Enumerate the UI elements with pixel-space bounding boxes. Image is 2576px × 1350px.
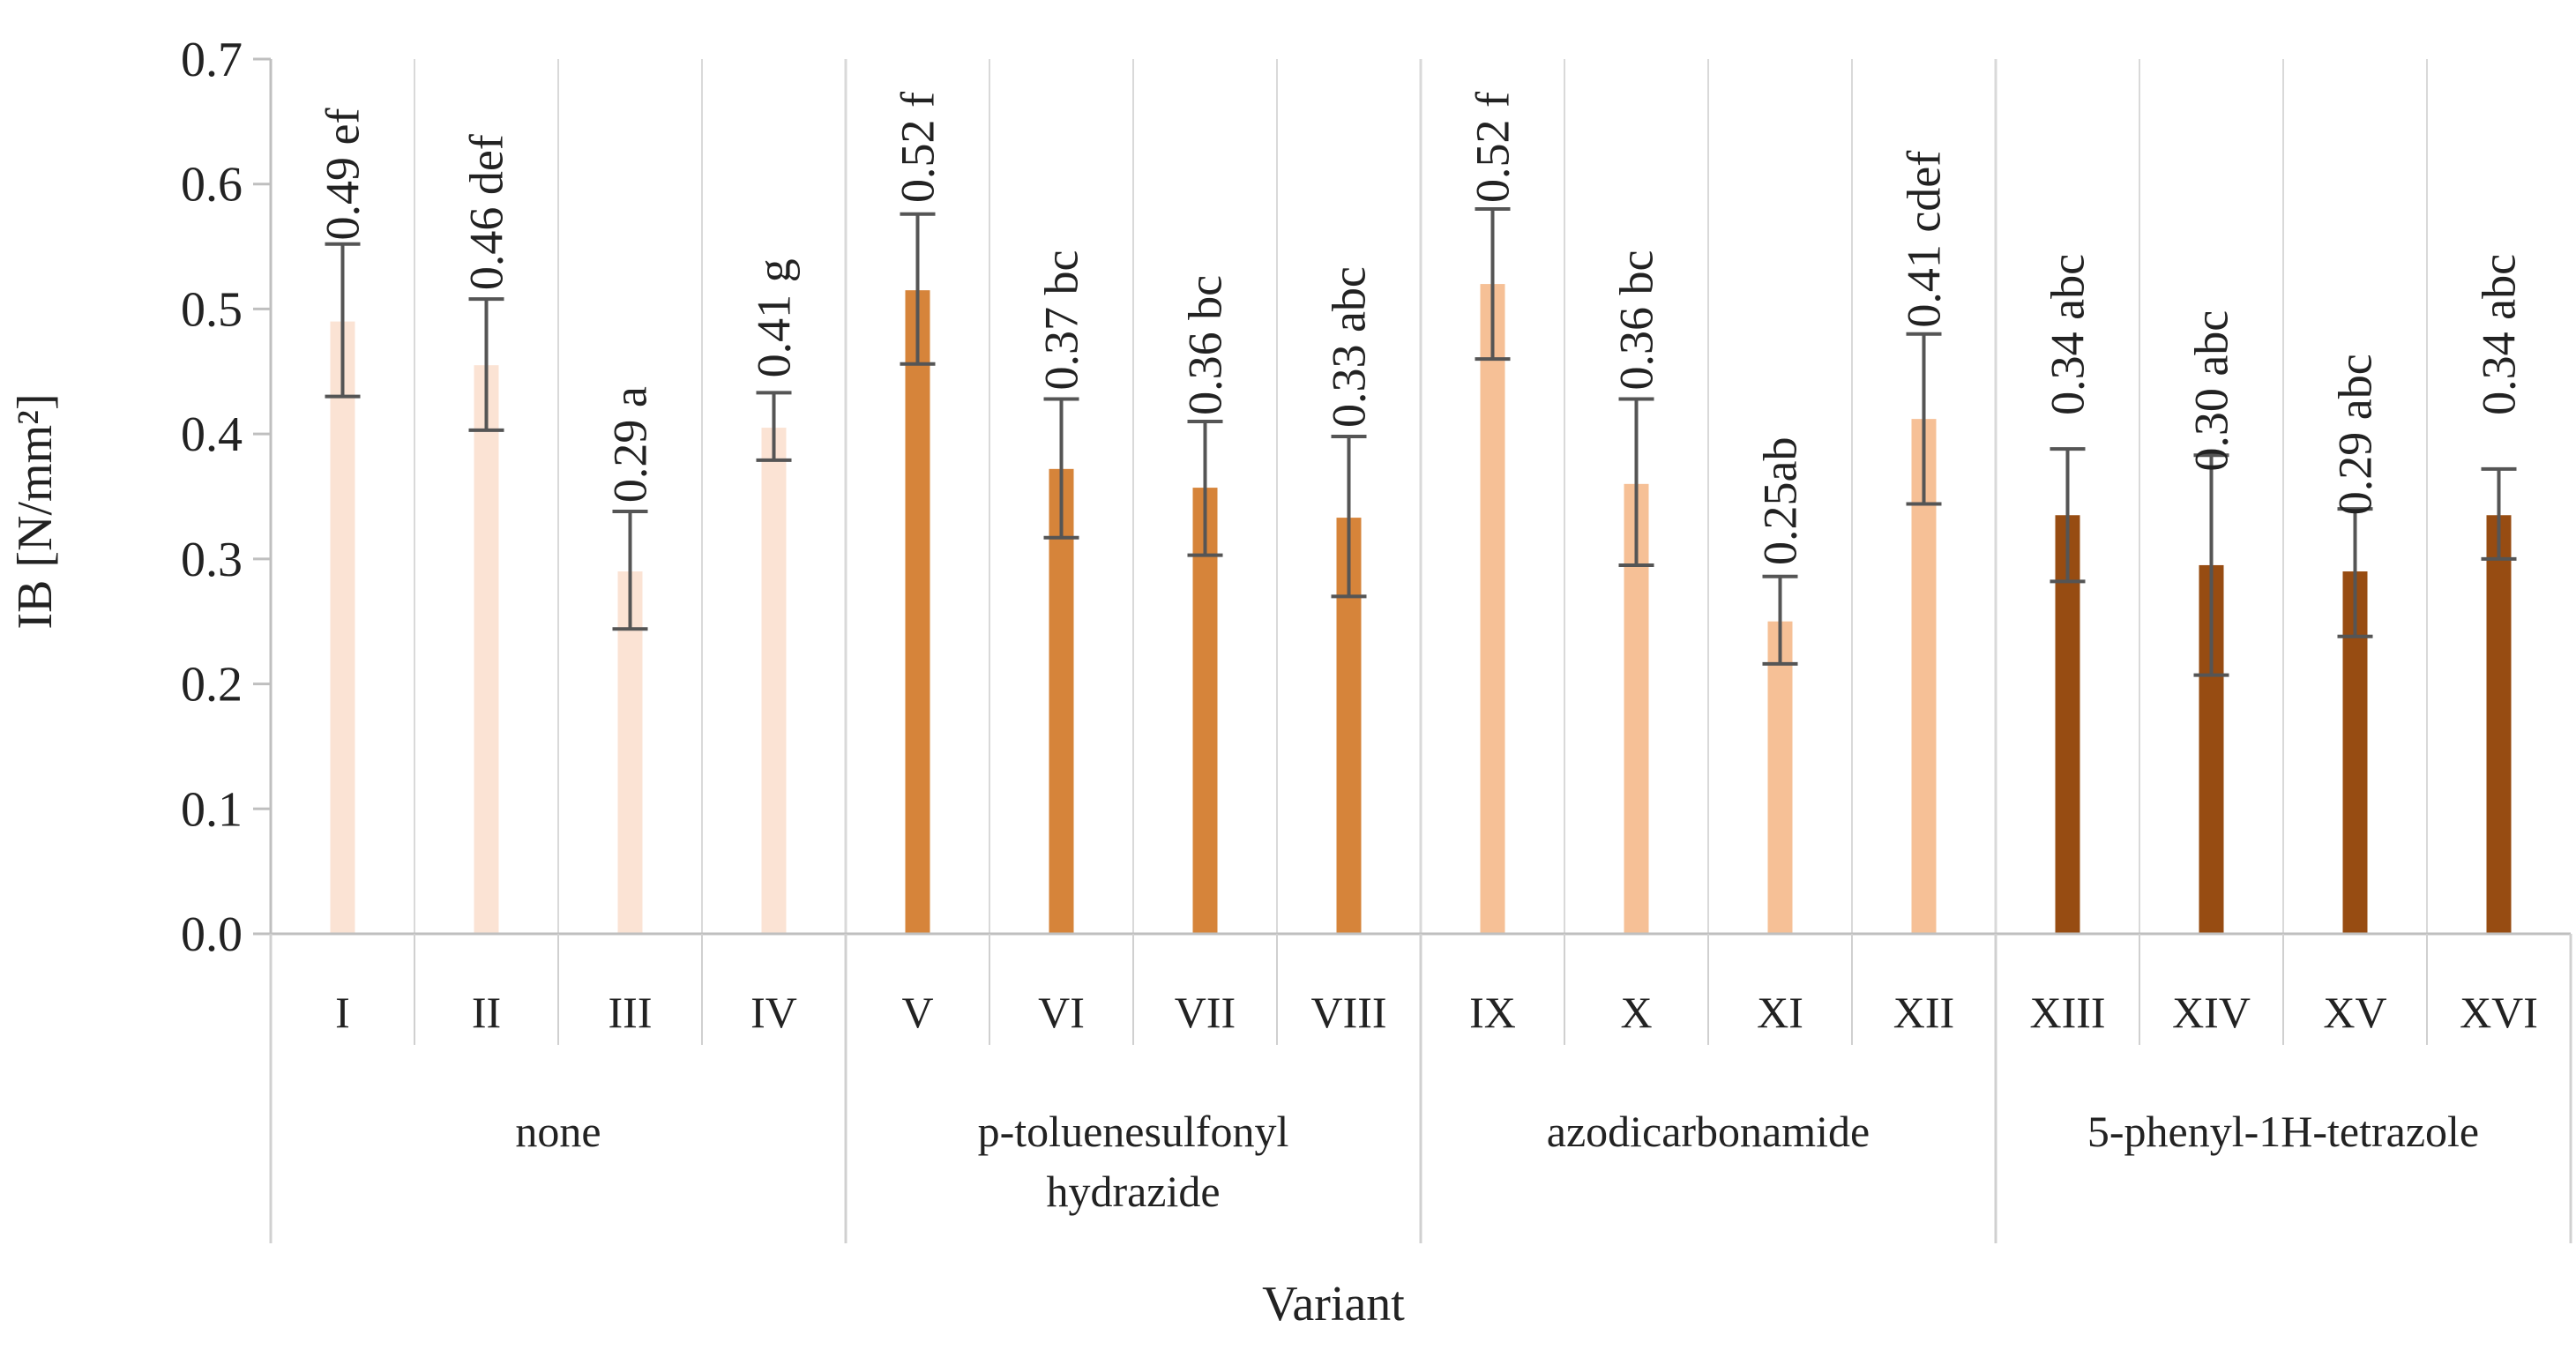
error-bar-XI (1762, 574, 1798, 666)
x-axis-title: Variant (1262, 1277, 1405, 1331)
data-label-V: 0.52 f (892, 92, 945, 203)
error-bar-XV (2337, 507, 2373, 638)
error-bar-VIII (1331, 434, 1367, 599)
error-bar-II (468, 297, 504, 432)
y-axis-title: IB [N/mm²] (8, 393, 63, 629)
group-label-line: p-toluenesulfonyl (978, 1107, 1289, 1156)
y-tick-label: 0.4 (181, 407, 243, 462)
grid-layer (414, 59, 2428, 934)
group-label-line: none (515, 1107, 601, 1156)
data-label-I: 0.49 ef (317, 108, 370, 241)
y-tick-label: 0.7 (181, 33, 243, 87)
error-bar-XII (1906, 332, 1942, 506)
data-label-XI: 0.25ab (1754, 436, 1807, 564)
y-tick-label: 0.3 (181, 533, 243, 587)
group-label-line: 5-phenyl-1H-tetrazole (2087, 1107, 2479, 1156)
bar-VII (1192, 488, 1218, 934)
y-tick-label: 0.5 (181, 282, 243, 337)
x-tick-label-VI: VI (1038, 988, 1085, 1037)
bar-XIII (2055, 515, 2080, 934)
y-tick-label: 0.6 (181, 158, 243, 213)
error-bar-XVI (2481, 466, 2517, 561)
y-tick-label: 0.0 (181, 907, 243, 962)
x-tick-label-XIV: XIV (2172, 988, 2251, 1037)
x-tick-label-II: II (472, 988, 501, 1037)
bar-V (905, 290, 930, 935)
data-label-VII: 0.36 bc (1179, 275, 1232, 415)
data-label-XIII: 0.34 abc (2042, 254, 2094, 415)
x-tick-label-XII: XII (1893, 988, 1954, 1037)
bar-IV (761, 428, 787, 934)
error-bar-IX (1475, 207, 1511, 362)
x-tick-label-I: I (335, 988, 350, 1037)
data-label-XIV: 0.30 abc (2185, 310, 2238, 472)
error-bar-III (612, 510, 648, 631)
error-bar-I (325, 242, 361, 399)
group-label-line: azodicarbonamide (1547, 1107, 1870, 1156)
data-label-XVI: 0.34 abc (2473, 254, 2526, 415)
data-label-IX: 0.52 f (1467, 92, 1519, 203)
error-bar-V (900, 212, 936, 366)
error-bars-layer (325, 207, 2517, 677)
data-label-III: 0.29 a (604, 386, 657, 503)
bar-XVI (2486, 515, 2512, 934)
error-bar-X (1618, 397, 1654, 567)
bar-II (474, 365, 499, 934)
axis-layer: 0.00.10.20.30.40.50.60.7I II III IV V VI VII VI… (181, 33, 2572, 1243)
bar-IX (1480, 284, 1505, 935)
x-tick-label-VII: VII (1175, 988, 1236, 1037)
x-tick-label-XV: XV (2323, 988, 2386, 1037)
x-tick-label-IV: IV (750, 988, 797, 1037)
y-tick-label: 0.2 (181, 658, 243, 712)
data-labels-layer: 0.49 ef 0.46 def 0.29 a 0.41 g 0.52 f 0.37 bc… (317, 92, 2526, 565)
x-tick-label-III: III (609, 988, 653, 1037)
x-tick-label-XVI: XVI (2460, 988, 2538, 1037)
x-tick-label-XI: XI (1757, 988, 1803, 1037)
error-bar-IV (756, 391, 792, 462)
data-label-VI: 0.37 bc (1035, 250, 1088, 391)
bar-XI (1767, 621, 1793, 934)
data-label-IV: 0.41 g (748, 258, 801, 377)
bar-I (330, 321, 355, 935)
data-label-X: 0.36 bc (1610, 250, 1663, 391)
x-tick-label-IX: IX (1469, 988, 1516, 1037)
x-tick-label-X: X (1620, 988, 1652, 1037)
data-label-XII: 0.41 cdef (1898, 151, 1951, 328)
bar-III (617, 571, 643, 934)
x-tick-label-VIII: VIII (1310, 988, 1386, 1037)
error-bar-XIII (2050, 447, 2086, 584)
data-label-II: 0.46 def (460, 134, 513, 290)
data-label-XV: 0.29 abc (2329, 354, 2382, 515)
group-label-line: hydrazide (1046, 1167, 1220, 1216)
bars-layer (330, 284, 2512, 935)
y-tick-label: 0.1 (181, 782, 243, 837)
bar-VI (1049, 468, 1074, 934)
error-bar-XIV (2193, 453, 2229, 677)
data-label-VIII: 0.33 abc (1323, 266, 1376, 428)
x-tick-label-XIII: XIII (2029, 988, 2105, 1037)
error-bar-VII (1187, 419, 1223, 557)
error-bar-VI (1043, 397, 1079, 540)
x-tick-label-V: V (901, 988, 933, 1037)
